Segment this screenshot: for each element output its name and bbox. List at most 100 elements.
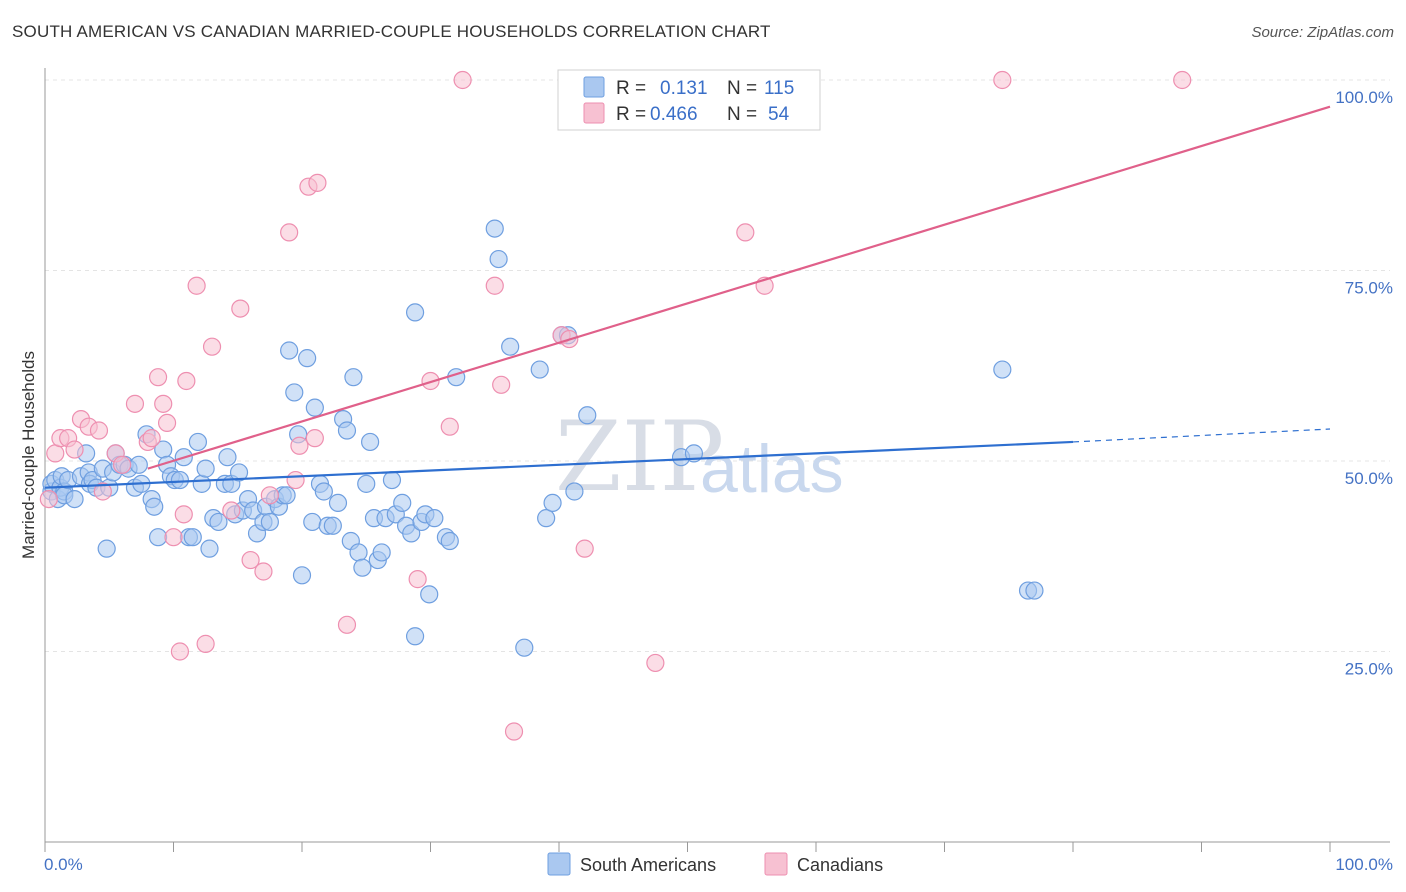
canadian-point-35 <box>337 615 357 634</box>
south-american-point-62 <box>285 383 304 402</box>
legend-n-label-2: N = <box>727 104 757 125</box>
south-american-point-80 <box>361 432 380 452</box>
south-american-point-85 <box>382 470 402 490</box>
south-american-point-38 <box>183 528 202 547</box>
canadian-point-0 <box>39 490 58 509</box>
canadian-point-46 <box>646 653 665 673</box>
south-americans-trend-extension <box>1072 428 1331 443</box>
canadian-point-7 <box>89 421 109 440</box>
south-american-point-9 <box>65 490 84 509</box>
legend-n-value-1: 115 <box>764 78 794 99</box>
canadian-point-42 <box>504 722 524 741</box>
canadian-point-33 <box>305 429 324 448</box>
y-tick-label-0: 100.0% <box>1335 88 1393 107</box>
south-american-point-94 <box>420 585 439 604</box>
canadian-point-28 <box>260 486 279 505</box>
canadian-point-21 <box>187 276 206 295</box>
legend-r-value-2: 0.466 <box>650 104 698 125</box>
south-american-point-25 <box>129 455 148 474</box>
canadian-point-15 <box>154 394 173 413</box>
legend-r-label-1: R = <box>616 78 646 99</box>
south-american-point-103 <box>530 360 549 379</box>
canadian-point-41 <box>492 375 511 394</box>
x-tick-label-1: 100.0% <box>1335 855 1393 874</box>
canadian-point-14 <box>148 368 168 387</box>
legend-n-value-2: 54 <box>768 104 790 125</box>
south-american-point-114 <box>1025 581 1044 600</box>
south-american-point-74 <box>337 421 357 440</box>
canadian-point-30 <box>286 470 305 490</box>
canadian-point-13 <box>142 429 161 448</box>
data-points <box>39 70 1192 741</box>
canadian-point-19 <box>174 505 193 524</box>
south-american-point-104 <box>537 509 556 528</box>
axes <box>44 68 1390 852</box>
south-american-point-46 <box>218 448 237 467</box>
south-american-point-72 <box>328 493 348 513</box>
south-american-point-29 <box>145 497 164 516</box>
south-american-point-40 <box>192 474 211 493</box>
canadian-point-17 <box>164 528 183 547</box>
bottom-legend-swatch-canadians <box>764 852 788 876</box>
south-american-point-42 <box>200 539 219 558</box>
south-american-point-108 <box>565 482 584 501</box>
y-tick-label-3: 25.0% <box>1345 660 1393 679</box>
canadian-point-40 <box>485 276 504 295</box>
canadian-point-24 <box>222 501 241 520</box>
south-american-point-41 <box>196 459 215 478</box>
south-american-point-69 <box>314 482 333 501</box>
source-label: Source: ZipAtlas.com <box>1251 24 1394 41</box>
y-tick-label-2: 50.0% <box>1345 469 1393 488</box>
y-tick-label-1: 75.0% <box>1345 279 1393 298</box>
legend-r-label-2: R = <box>616 104 646 125</box>
canadian-point-4 <box>65 440 84 459</box>
canadian-point-16 <box>157 413 177 432</box>
canadian-point-26 <box>241 550 260 570</box>
canadian-point-36 <box>408 570 427 589</box>
bottom-legend-label-south-americans: South Americans <box>580 855 716 875</box>
south-american-point-60 <box>277 486 296 505</box>
south-american-point-76 <box>344 368 363 387</box>
south-american-point-66 <box>303 512 322 532</box>
legend-box: R = 0.131 N = 115 R = 0.466 N = 54 <box>557 69 821 131</box>
bottom-legend: South Americans Canadians <box>547 852 883 876</box>
south-american-point-35 <box>170 470 190 490</box>
south-american-point-102 <box>515 638 534 657</box>
trend-lines <box>44 105 1331 489</box>
south-american-point-64 <box>292 566 312 585</box>
south-american-point-99 <box>485 219 504 238</box>
canadians-trend-line <box>147 105 1331 470</box>
south-american-point-39 <box>188 432 208 452</box>
canadian-point-29 <box>280 223 299 242</box>
x-tick-label-0: 0.0% <box>44 855 83 874</box>
canadian-point-25 <box>231 299 250 318</box>
canadian-point-34 <box>308 173 327 192</box>
legend-n-label-1: N = <box>727 78 757 99</box>
south-american-point-100 <box>489 249 508 269</box>
south-american-point-97 <box>440 531 459 551</box>
canadian-point-18 <box>170 642 190 661</box>
south-american-point-89 <box>402 524 421 543</box>
canadian-point-1 <box>46 444 65 463</box>
south-american-point-87 <box>393 493 412 513</box>
south-american-point-79 <box>357 474 376 493</box>
south-american-point-67 <box>305 398 324 417</box>
south-american-point-65 <box>298 349 317 368</box>
south-american-point-105 <box>543 493 562 513</box>
canadian-point-27 <box>254 562 273 581</box>
south-american-point-90 <box>405 627 425 646</box>
canadian-point-20 <box>177 371 196 391</box>
bottom-legend-label-canadians: Canadians <box>797 855 883 875</box>
canadian-point-38 <box>440 417 459 436</box>
canadian-point-45 <box>575 539 594 558</box>
south-american-point-91 <box>405 303 425 322</box>
bottom-legend-swatch-south-americans <box>547 852 571 876</box>
south-american-point-49 <box>229 463 249 482</box>
south-american-point-61 <box>280 341 299 360</box>
y-axis-label: Married-couple Households <box>19 351 38 559</box>
south-american-point-77 <box>349 543 368 562</box>
canadian-point-47 <box>736 223 755 242</box>
legend-swatch-south-americans <box>583 76 605 98</box>
south-american-point-112 <box>993 360 1012 379</box>
